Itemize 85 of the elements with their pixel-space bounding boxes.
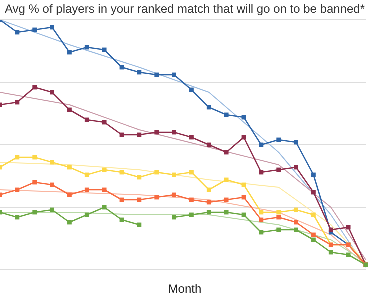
point [276,210,282,215]
point [84,118,90,122]
point [15,100,20,105]
point [206,210,212,215]
point [84,212,90,218]
point [259,230,264,235]
point [50,182,54,188]
point [312,190,316,195]
point [259,142,264,148]
point [224,198,229,202]
point [50,90,54,95]
point [137,70,142,75]
point [190,198,194,202]
point [312,238,316,242]
point [312,172,316,178]
point [190,88,194,92]
point [32,180,38,185]
point [276,215,282,220]
point [328,250,334,255]
point [276,168,282,172]
point [172,192,176,198]
point [32,28,38,32]
point [15,188,20,192]
point [68,192,72,198]
point [172,172,176,178]
x-axis-title: Month [167,282,203,296]
chart-title: Avg % of players in your ranked match that will go on to be banned* [4,2,366,16]
point [276,228,282,232]
point [224,150,229,155]
point [328,228,334,232]
point [50,25,54,30]
point [32,155,38,160]
point [84,188,90,192]
point [294,208,298,212]
point [346,225,351,230]
point [154,72,160,78]
point [137,132,142,138]
point [294,140,298,145]
point [172,72,176,78]
point [68,220,72,225]
point [312,232,316,238]
point [259,170,264,175]
point [259,210,264,215]
point [190,135,194,140]
point [172,130,176,135]
point [206,200,212,205]
point [224,178,229,182]
point [206,188,212,192]
point [312,212,316,218]
point [102,120,107,125]
point [294,165,298,170]
point [15,30,20,35]
point [190,212,194,218]
point [276,138,282,142]
point [102,205,107,210]
point [84,172,90,178]
point [172,215,176,220]
point [190,170,194,175]
point [154,195,160,200]
point [50,160,54,165]
point [102,168,107,172]
point [154,170,160,175]
point [15,155,20,160]
point [32,210,38,215]
point [206,142,212,148]
point [102,188,107,192]
point [137,222,142,228]
point [102,48,107,52]
point [50,208,54,212]
point [259,218,264,222]
point [346,252,351,258]
point [294,220,298,225]
point [68,50,72,55]
point [206,105,212,110]
point [68,165,72,170]
point [32,85,38,90]
point [68,108,72,112]
point [224,210,229,215]
point [84,45,90,50]
point [137,175,142,180]
point [15,215,20,220]
point [137,198,142,202]
point [224,112,229,118]
point [294,228,298,232]
point [154,130,160,135]
